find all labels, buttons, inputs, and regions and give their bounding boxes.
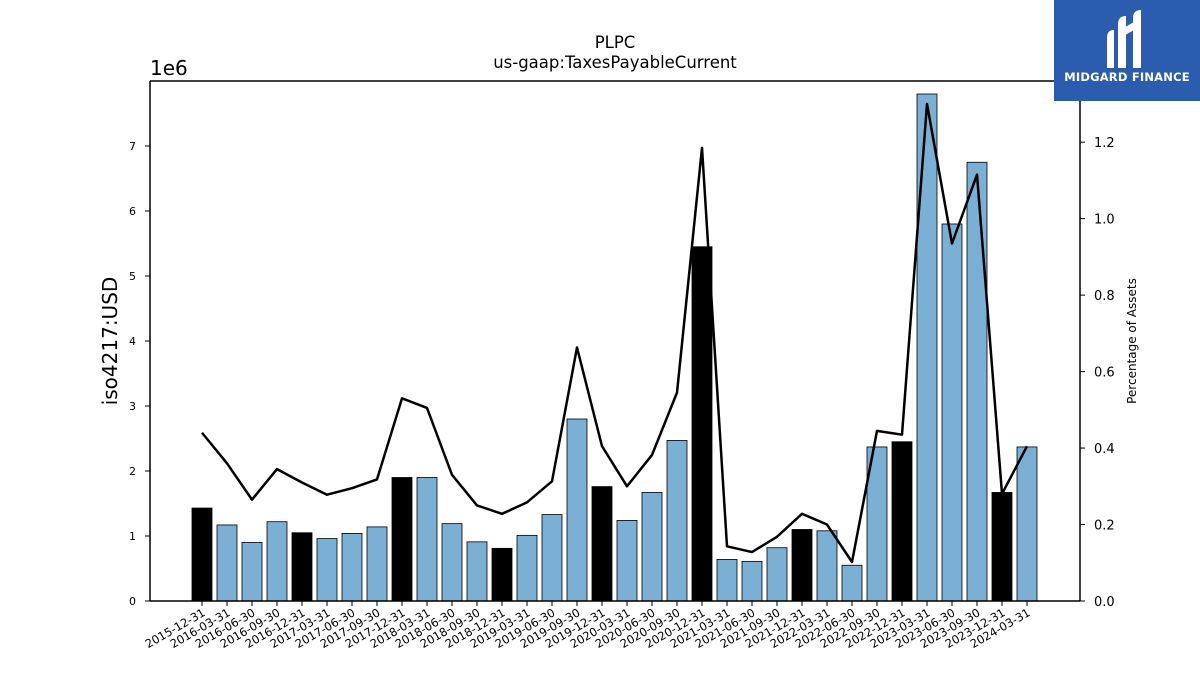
bar-2023-06-30 [941, 223, 963, 602]
y-tick-label: 3 [129, 400, 136, 413]
y-tick-label: 5 [129, 270, 136, 283]
y-axis-multiplier: 1e6 [150, 56, 188, 80]
logo-text: MIDGARD FINANCE [1064, 70, 1190, 84]
y2-tick-label: 0.8 [1094, 289, 1115, 304]
y2-tick-label: 0.4 [1094, 442, 1115, 457]
midgard-finance-logo: MIDGARD FINANCE [1054, 0, 1200, 101]
bar-2019-06-30 [541, 514, 563, 602]
y-tick-label: 4 [129, 335, 136, 348]
bar-2020-12-31 [691, 246, 713, 602]
bar-2024-03-31 [1016, 446, 1038, 602]
y2-tick-label: 0.2 [1094, 519, 1115, 534]
bar-2022-03-31 [816, 530, 838, 602]
chart-subtitle: us-gaap:TaxesPayableCurrent [493, 53, 737, 72]
bar-2019-12-31 [591, 486, 613, 602]
bar-2023-03-31 [916, 93, 938, 602]
bar-2016-09-30 [266, 521, 288, 602]
y2-axis-label: Percentage of Assets [1125, 278, 1139, 404]
bar-2023-12-31 [991, 492, 1013, 602]
bar-2021-03-31 [716, 559, 738, 602]
y-tick-label: 1 [129, 530, 136, 543]
y-tick-label: 0 [129, 595, 136, 608]
bar-2017-12-31 [391, 477, 413, 602]
y2-tick-label: 1.0 [1094, 213, 1115, 228]
bar-2022-06-30 [841, 564, 863, 602]
bar-2017-06-30 [341, 533, 363, 602]
bar-2016-03-31 [216, 524, 238, 602]
bar-2020-03-31 [616, 520, 638, 602]
bar-2023-09-30 [966, 161, 988, 602]
chart-title: PLPC [595, 33, 636, 52]
bar-2021-09-30 [766, 547, 788, 602]
bar-2022-12-31 [891, 441, 913, 602]
bar-2018-12-31 [491, 547, 513, 602]
bar-2018-06-30 [441, 523, 463, 602]
bar-2016-06-30 [241, 542, 263, 602]
bar-2016-12-31 [291, 532, 313, 602]
bar-2021-06-30 [741, 560, 763, 602]
y2-tick-label: 1.2 [1094, 136, 1115, 151]
y-tick-label: 2 [129, 465, 136, 478]
bar-2019-09-30 [566, 418, 588, 602]
bar-2018-09-30 [466, 541, 488, 602]
y-axis-label: iso4217:USD [98, 277, 122, 406]
bar-2020-09-30 [666, 440, 688, 602]
bar-2017-03-31 [316, 538, 338, 602]
bar-2020-06-30 [641, 492, 663, 602]
y-tick-label: 7 [129, 140, 136, 153]
y2-tick-label: 0.0 [1094, 595, 1115, 610]
bar-2015-12-31 [191, 507, 213, 602]
y-tick-label: 6 [129, 205, 136, 218]
y2-tick-label: 0.6 [1094, 366, 1115, 381]
logo-mark-icon [1107, 10, 1141, 68]
bar-2021-12-31 [791, 529, 813, 602]
bar-2017-09-30 [366, 526, 388, 602]
bar-2018-03-31 [416, 477, 438, 602]
percentage-line [201, 102, 1029, 564]
bar-2019-03-31 [516, 534, 538, 602]
